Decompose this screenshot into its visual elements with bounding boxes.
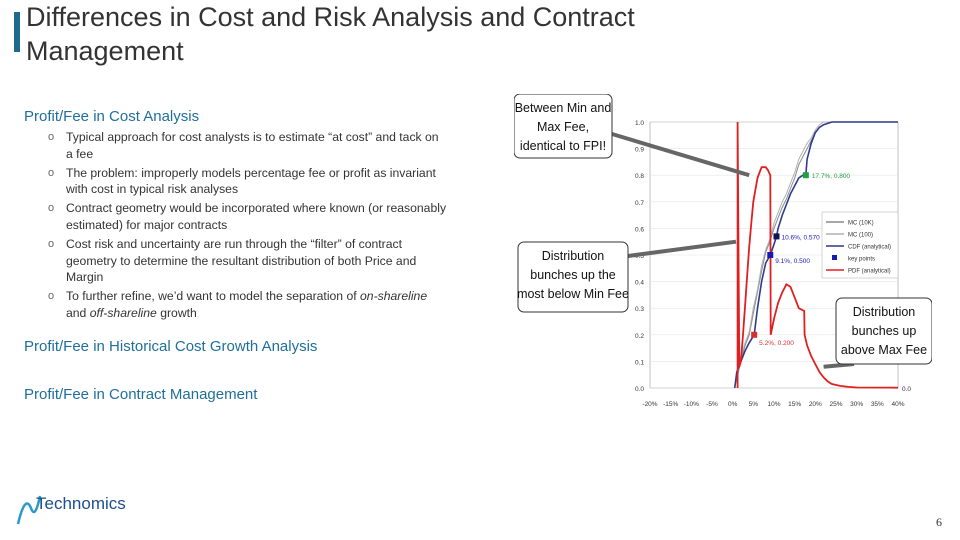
- key-point-label: 9.1%, 0.500: [775, 258, 810, 265]
- bullet-text-part: growth: [156, 305, 197, 320]
- bullet-text: Cost risk and uncertainty are run throug…: [66, 236, 417, 285]
- legend-label: MC (100): [848, 233, 873, 239]
- x-tick-label: 20%: [809, 401, 822, 408]
- bullet-marker: o: [48, 202, 55, 215]
- slide-title: Differences in Cost and Risk Analysis an…: [26, 2, 635, 66]
- x-tick-label: -10%: [684, 401, 699, 408]
- x-tick-label: 25%: [829, 401, 842, 408]
- x-tick-label: 15%: [788, 401, 801, 408]
- x-tick-label: 10%: [767, 401, 780, 408]
- key-point-label: 17.7%, 0.800: [812, 173, 851, 180]
- series-line: [736, 121, 899, 389]
- page-number: 6: [936, 515, 942, 529]
- logo-text: Technomics: [36, 494, 126, 513]
- bullet-emphasis: on-shareline: [360, 289, 428, 304]
- x-tick-label: -20%: [642, 401, 657, 408]
- legend-label: PDF (analytical): [848, 269, 891, 275]
- callout-text: above Max Fee: [841, 343, 927, 357]
- legend-label: CDF (analytical): [848, 245, 891, 251]
- y-tick-label: 1.0: [635, 120, 644, 127]
- y-tick-label: 0.9: [635, 147, 644, 154]
- key-point-marker: [767, 252, 774, 258]
- x-tick-label: 0%: [728, 401, 738, 408]
- key-point-marker: [773, 233, 780, 240]
- key-point-marker: [751, 331, 758, 338]
- key-point-label: 10.6%, 0.570: [781, 234, 820, 241]
- bullet-marker: o: [48, 290, 55, 303]
- bullet-text: Contract geometry would be incorporated …: [66, 201, 447, 232]
- bullet-item: o Typical approach for cost analysts is t…: [48, 129, 448, 163]
- callout-text: Between Min and: [515, 101, 612, 115]
- x-tick-label: 40%: [891, 401, 904, 408]
- legend-box: [821, 211, 899, 279]
- callout-text: Max Fee,: [537, 120, 589, 134]
- x-tick-label: -15%: [663, 401, 678, 408]
- bullet-list: o Typical approach for cost analysts is t…: [48, 129, 448, 324]
- y-tick-label: 0.4: [635, 280, 644, 287]
- x-tick-label: 35%: [871, 401, 884, 408]
- callout-pointer: [627, 239, 737, 258]
- series-line: [734, 121, 898, 389]
- callout-text: Distribution: [853, 305, 916, 319]
- x-tick-label: 5%: [749, 401, 759, 408]
- key-point-marker: [802, 172, 809, 179]
- x-tick-label: -5%: [706, 401, 718, 408]
- legend-label: MC (10K): [848, 221, 874, 227]
- bullet-text: To further refine, we’d want to model th…: [66, 289, 427, 320]
- key-point-label: 5.2%, 0.200: [759, 340, 794, 347]
- bullet-text-part: To further refine, we’d want to model th…: [66, 289, 361, 304]
- callout-box: [517, 241, 629, 313]
- callout-text: bunches up the: [530, 268, 616, 282]
- legend-label: key points: [848, 257, 875, 263]
- callout-box: [835, 297, 932, 365]
- bullet-item: o To further refine, we’d want to model t…: [48, 288, 448, 322]
- section-heading-cost-analysis: Profit/Fee in Cost Analysis: [24, 108, 200, 125]
- bullet-marker: o: [48, 131, 55, 143]
- legend-marker: [832, 255, 837, 260]
- bullet-item: o Contract geometry would be incorporated…: [48, 200, 448, 234]
- callout-text: most below Min Fee: [517, 287, 629, 301]
- bullet-item: o Cost risk and uncertainty are run throu…: [48, 236, 448, 286]
- bullet-text-part: and: [66, 305, 90, 320]
- callout-box: [514, 94, 613, 159]
- bullet-emphasis: off-shareline: [89, 305, 157, 320]
- y-tick-label: 0.1: [635, 359, 644, 366]
- section-heading-contract: Profit/Fee in Contract Management: [24, 386, 258, 403]
- y-tick-label: 0.3: [635, 306, 644, 313]
- y-tick-label-right: 0.0: [902, 386, 911, 393]
- y-tick-label: 0.5: [635, 253, 644, 260]
- bullet-marker: o: [48, 237, 55, 250]
- callout-text: identical to FPI!: [520, 139, 606, 153]
- y-tick-label: 0.6: [635, 226, 644, 233]
- title-accent-bar: [14, 12, 20, 52]
- callout-text: bunches up: [852, 324, 917, 338]
- y-tick-label: 0.8: [635, 173, 644, 180]
- callout-text: Distribution: [542, 249, 605, 263]
- fee-distribution-chart: 0.0 0.1 0.2 0.3 0.4 0.5 0.6 0.7 0.8 0.9 1.0 0.0 -20%…: [514, 94, 932, 420]
- technomics-logo-icon: [16, 495, 42, 525]
- section-heading-historical: Profit/Fee in Historical Cost Growth Ana…: [24, 338, 318, 355]
- bullet-marker: o: [48, 166, 55, 179]
- x-tick-label: 30%: [850, 401, 863, 408]
- bullet-item: o The problem: improperly models percenta…: [48, 165, 448, 199]
- bullet-text: Typical approach for cost analysts is to…: [66, 130, 439, 161]
- y-tick-label: 0.2: [635, 333, 644, 340]
- callout-pointer: [611, 132, 750, 178]
- y-tick-label: 0.7: [635, 200, 644, 207]
- y-tick-label: 0.0: [635, 386, 644, 393]
- bullet-text: The problem: improperly models percentag…: [66, 165, 436, 197]
